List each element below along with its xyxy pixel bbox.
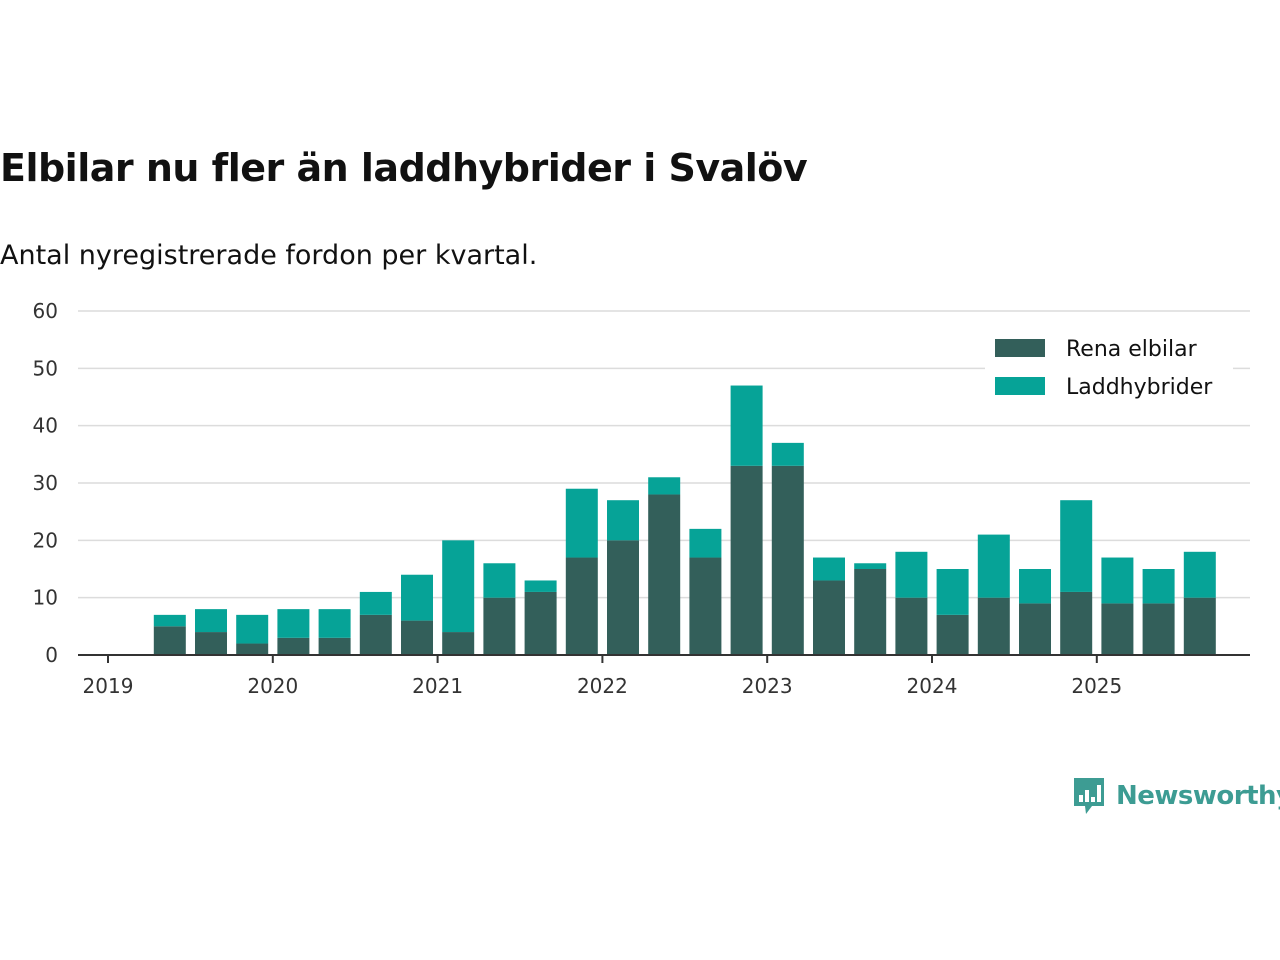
bar-laddhybrider — [359, 591, 392, 615]
newsworthy-logo-icon — [1074, 778, 1104, 814]
bar-laddhybrider — [607, 500, 639, 541]
bar-rena-elbilar — [442, 632, 475, 655]
x-tick-label: 2022 — [577, 674, 628, 698]
bar-rena-elbilar — [236, 643, 269, 655]
bar-laddhybrider — [936, 569, 969, 615]
bar-rena-elbilar — [936, 614, 969, 655]
bar-laddhybrider — [1101, 557, 1134, 604]
bars — [153, 385, 1216, 655]
legend-label: Rena elbilar — [1066, 337, 1198, 362]
bar-rena-elbilar — [730, 465, 763, 655]
bar-rena-elbilar — [153, 626, 186, 655]
bar-rena-elbilar — [771, 465, 804, 655]
bar-laddhybrider — [1142, 569, 1175, 604]
bar-laddhybrider — [442, 540, 475, 633]
y-tick-label: 60 — [33, 299, 58, 323]
bar-laddhybrider — [648, 477, 681, 495]
bar-rena-elbilar — [854, 569, 887, 655]
bar-rena-elbilar — [359, 614, 392, 655]
y-tick-label: 30 — [33, 471, 58, 495]
bar-laddhybrider — [895, 551, 928, 598]
x-tick-label: 2021 — [412, 674, 463, 698]
bar-laddhybrider — [195, 609, 227, 633]
bar-rena-elbilar — [401, 620, 433, 655]
bar-laddhybrider — [1183, 551, 1216, 598]
bar-laddhybrider — [524, 580, 557, 592]
bar-rena-elbilar — [318, 637, 351, 655]
bar-laddhybrider — [153, 614, 186, 627]
bar-rena-elbilar — [689, 557, 722, 655]
y-tick-label: 40 — [33, 414, 58, 438]
x-tick-label: 2023 — [742, 674, 793, 698]
y-tick-label: 20 — [33, 528, 58, 552]
bar-laddhybrider — [565, 488, 598, 558]
bar-rena-elbilar — [607, 540, 639, 655]
chart-subtitle: Antal nyregistrerade fordon per kvartal. — [0, 240, 538, 271]
x-tick-label: 2020 — [247, 674, 298, 698]
newsworthy-logo-text: Newsworthy — [1116, 781, 1280, 811]
bar-rena-elbilar — [977, 597, 1010, 655]
bar-laddhybrider — [277, 609, 310, 638]
newsworthy-logo: Newsworthy — [1072, 776, 1280, 816]
bar-rena-elbilar — [1142, 603, 1175, 655]
legend: Rena elbilar Laddhybrider — [985, 330, 1233, 410]
bar-rena-elbilar — [895, 597, 928, 655]
x-tick-label: 2019 — [83, 674, 134, 698]
bar-laddhybrider — [401, 574, 433, 621]
bar-laddhybrider — [318, 609, 351, 638]
bar-rena-elbilar — [1101, 603, 1134, 655]
legend-swatch — [995, 339, 1045, 357]
bar-laddhybrider — [730, 385, 763, 466]
bar-laddhybrider — [977, 534, 1010, 598]
y-tick-label: 0 — [45, 643, 58, 667]
bar-laddhybrider — [771, 442, 804, 466]
bar-rena-elbilar — [277, 637, 310, 655]
bar-laddhybrider — [483, 563, 516, 598]
y-axis: 0 10 20 30 40 50 60 — [33, 299, 58, 667]
chart-title: Elbilar nu fler än laddhybrider i Svalöv — [0, 146, 808, 190]
bar-laddhybrider — [1019, 569, 1051, 604]
bar-laddhybrider — [854, 563, 887, 569]
bar-rena-elbilar — [195, 632, 227, 655]
x-tick-label: 2025 — [1071, 674, 1122, 698]
bar-rena-elbilar — [524, 591, 557, 655]
y-tick-label: 10 — [33, 586, 58, 610]
bar-rena-elbilar — [565, 557, 598, 655]
bar-rena-elbilar — [1019, 603, 1051, 655]
legend-label: Laddhybrider — [1066, 375, 1213, 400]
bar-rena-elbilar — [1060, 591, 1093, 655]
bar-rena-elbilar — [1183, 597, 1216, 655]
bar-laddhybrider — [813, 557, 845, 581]
x-axis: 2019 2020 2021 2022 2023 2024 2025 — [78, 654, 1250, 698]
bar-rena-elbilar — [648, 494, 681, 655]
x-tick-label: 2024 — [907, 674, 958, 698]
y-tick-label: 50 — [33, 356, 58, 380]
bar-laddhybrider — [236, 614, 269, 644]
legend-swatch — [995, 377, 1045, 395]
bar-rena-elbilar — [813, 580, 845, 655]
bar-rena-elbilar — [483, 597, 516, 655]
bar-laddhybrider — [689, 528, 722, 558]
bar-laddhybrider — [1060, 500, 1093, 592]
